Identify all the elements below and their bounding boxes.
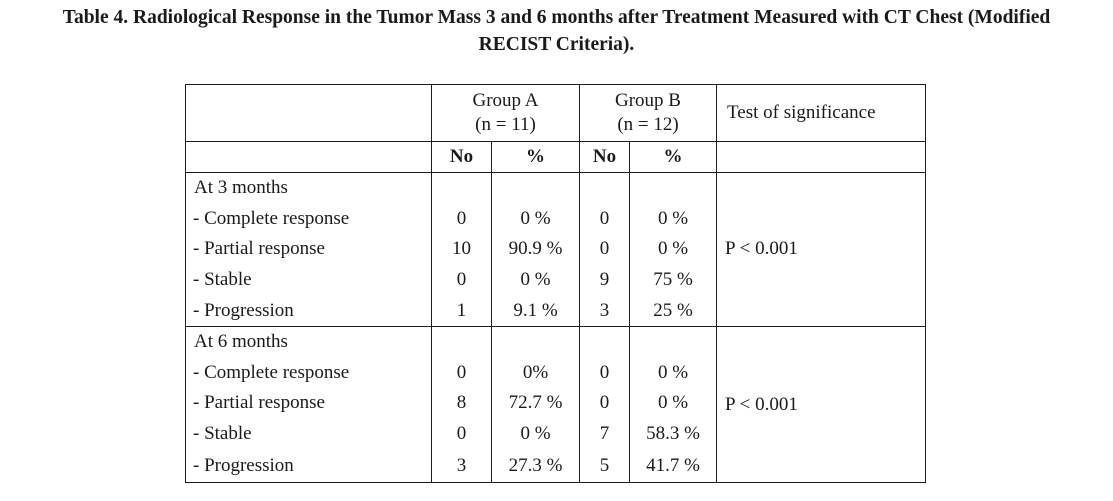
- row-label: - Stable: [185, 418, 432, 450]
- section-row: At 3 months P < 0.001: [185, 171, 926, 327]
- group-a-pct: 0 %: [491, 203, 580, 235]
- group-a-pct: 0 %: [491, 264, 580, 296]
- caption-line-2: RECIST Criteria).: [478, 34, 635, 55]
- group-a-pct: 0%: [491, 357, 580, 389]
- empty-cell: [579, 325, 630, 358]
- group-b-no: 0: [579, 234, 630, 265]
- group-b-no: 5: [579, 449, 630, 484]
- group-b-no: 0: [579, 203, 630, 235]
- group-a-no: 0: [431, 418, 492, 450]
- header-empty-cell: [185, 141, 432, 173]
- header-row-units: No % No %: [185, 141, 926, 173]
- table-row: - Complete response 0 0% 0 0 %: [185, 357, 926, 389]
- section-label: At 3 months: [185, 171, 432, 204]
- header-row-groups: Group A (n = 11) Group B (n = 12) Test o…: [185, 84, 926, 142]
- section-row: At 6 months P < 0.001: [185, 325, 926, 484]
- group-a-pct: 72.7 %: [491, 388, 580, 419]
- group-b-no: 0: [579, 357, 630, 389]
- group-a-pct-header: %: [491, 141, 580, 173]
- group-b-no: 3: [579, 295, 630, 327]
- section-label: At 6 months: [185, 325, 432, 358]
- group-a-no: 10: [431, 234, 492, 265]
- group-b-pct: 41.7 %: [629, 449, 717, 484]
- group-b-pct: 58.3 %: [629, 418, 717, 450]
- group-a-no-header: No: [431, 141, 492, 173]
- group-a-no: 0: [431, 264, 492, 296]
- response-table: Group A (n = 11) Group B (n = 12) Test o…: [185, 84, 926, 484]
- row-label: - Partial response: [185, 234, 432, 265]
- group-a-no: 1: [431, 295, 492, 327]
- header-empty-cell: [716, 141, 926, 173]
- significance-cell: P < 0.001: [716, 325, 926, 484]
- group-b-no: 7: [579, 418, 630, 450]
- group-b-pct: 0 %: [629, 203, 717, 235]
- group-b-pct: 0 %: [629, 234, 717, 265]
- group-b-no: 9: [579, 264, 630, 296]
- group-b-pct: 0 %: [629, 357, 717, 389]
- group-b-pct: 75 %: [629, 264, 717, 296]
- empty-cell: [431, 171, 492, 204]
- row-label: - Stable: [185, 264, 432, 296]
- group-b-pct-header: %: [629, 141, 717, 173]
- empty-cell: [491, 325, 580, 358]
- group-b-no: 0: [579, 388, 630, 419]
- group-b-pct: 0 %: [629, 388, 717, 419]
- significance-cell: P < 0.001: [716, 172, 926, 327]
- group-a-header: Group A (n = 11): [431, 84, 580, 142]
- table-row: - Stable 0 0 % 9 75 %: [185, 264, 926, 296]
- test-header: Test of significance: [716, 84, 926, 142]
- row-label: - Progression: [185, 295, 432, 327]
- table-row: - Complete response 0 0 % 0 0 %: [185, 203, 926, 235]
- empty-cell: [629, 325, 717, 358]
- table-row: - Stable 0 0 % 7 58.3 %: [185, 418, 926, 450]
- group-b-n: (n = 12): [617, 114, 679, 135]
- group-a-no: 8: [431, 388, 492, 419]
- group-a-title: Group A: [472, 90, 539, 111]
- table-row: - Progression 3 27.3 % 5 41.7 %: [185, 449, 926, 484]
- row-label: - Complete response: [185, 357, 432, 389]
- header-empty-cell: [185, 84, 432, 142]
- empty-cell: [491, 171, 580, 204]
- table-row: - Partial response 10 90.9 % 0 0 %: [185, 234, 926, 265]
- group-a-no: 0: [431, 203, 492, 235]
- row-label: - Complete response: [185, 203, 432, 235]
- group-a-pct: 9.1 %: [491, 295, 580, 327]
- empty-cell: [431, 325, 492, 358]
- group-b-title: Group B: [615, 90, 681, 111]
- group-a-no: 0: [431, 357, 492, 389]
- table-row: - Progression 1 9.1 % 3 25 %: [185, 295, 926, 327]
- table-caption: Table 4. Radiological Response in the Tu…: [0, 4, 1113, 58]
- group-b-pct: 25 %: [629, 295, 717, 327]
- row-label: - Partial response: [185, 388, 432, 419]
- group-a-n: (n = 11): [475, 114, 536, 135]
- empty-cell: [629, 171, 717, 204]
- empty-cell: [579, 171, 630, 204]
- group-b-no-header: No: [579, 141, 630, 173]
- group-a-pct: 27.3 %: [491, 449, 580, 484]
- group-a-pct: 90.9 %: [491, 234, 580, 265]
- group-a-no: 3: [431, 449, 492, 484]
- table-row: - Partial response 8 72.7 % 0 0 %: [185, 388, 926, 419]
- row-label: - Progression: [185, 449, 432, 484]
- group-a-pct: 0 %: [491, 418, 580, 450]
- group-b-header: Group B (n = 12): [579, 84, 717, 142]
- caption-line-1: Table 4. Radiological Response in the Tu…: [62, 7, 1051, 28]
